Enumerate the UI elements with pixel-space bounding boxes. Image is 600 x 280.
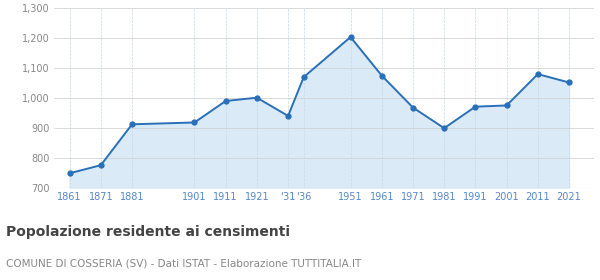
Text: Popolazione residente ai censimenti: Popolazione residente ai censimenti: [6, 225, 290, 239]
Text: COMUNE DI COSSERIA (SV) - Dati ISTAT - Elaborazione TUTTITALIA.IT: COMUNE DI COSSERIA (SV) - Dati ISTAT - E…: [6, 259, 361, 269]
